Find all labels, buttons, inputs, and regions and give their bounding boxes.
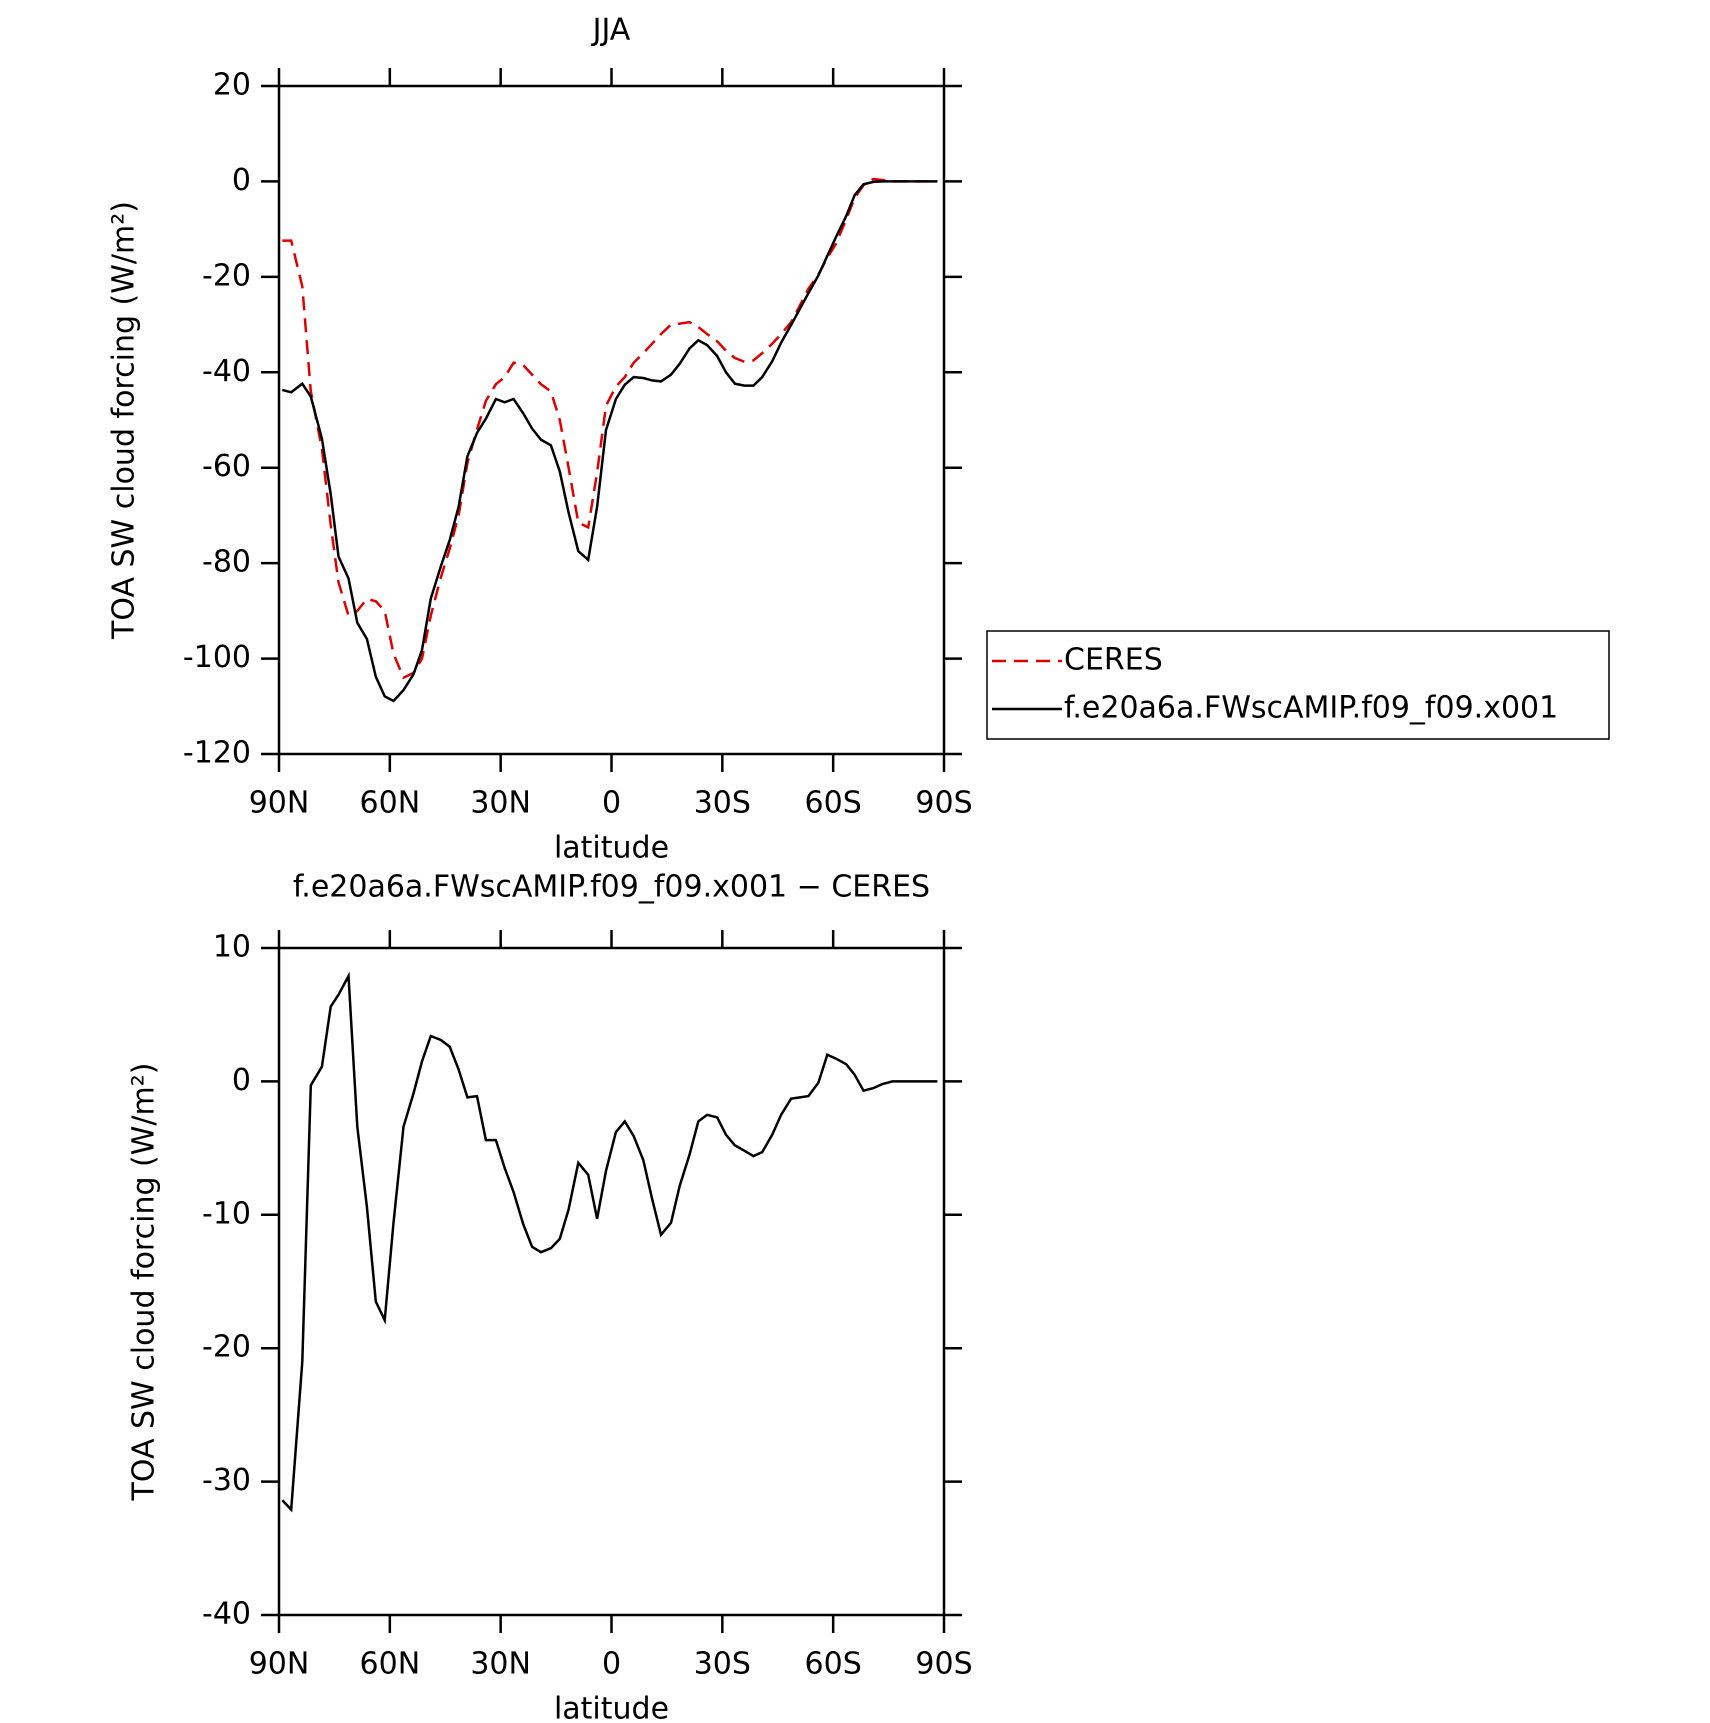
- x-tick-label: 90N: [249, 1647, 310, 1682]
- y-tick-label: -40: [202, 1597, 251, 1632]
- y-tick-label: -10: [202, 1196, 251, 1231]
- plot-frame: [277, 946, 946, 1617]
- x-tick-label: 30N: [470, 786, 531, 821]
- y-tick-label: 20: [213, 68, 251, 103]
- y-tick-label: 0: [232, 1063, 251, 1098]
- y-axis-label: TOA SW cloud forcing (W/m²): [127, 1063, 162, 1502]
- x-tick-label: 60N: [360, 786, 421, 821]
- x-tick-label: 90N: [249, 786, 310, 821]
- x-tick-label: 60N: [360, 1647, 421, 1682]
- data-line: [281, 180, 938, 703]
- chart-title: JJA: [591, 13, 631, 48]
- x-tick-label: 90S: [915, 1647, 972, 1682]
- x-tick-label: 0: [602, 786, 621, 821]
- legend-box: [986, 630, 1610, 740]
- legend-label: f.e20a6a.FWscAMIP.f09_f09.x001: [1064, 691, 1558, 726]
- x-tick-label: 0: [602, 1647, 621, 1682]
- y-axis-label: TOA SW cloud forcing (W/m²): [107, 201, 142, 640]
- y-tick-label: -20: [202, 1330, 251, 1365]
- x-tick-label: 30S: [694, 786, 751, 821]
- chart-title: f.e20a6a.FWscAMIP.f09_f09.x001 − CERES: [293, 870, 930, 905]
- y-tick-label: -60: [202, 449, 251, 484]
- x-axis-label: latitude: [554, 1692, 669, 1723]
- x-tick-label: 60S: [805, 1647, 862, 1682]
- x-tick-label: 60S: [805, 786, 862, 821]
- plot-frame: [277, 84, 946, 756]
- data-line: [282, 177, 938, 680]
- y-tick-label: 0: [232, 163, 251, 198]
- y-tick-label: -80: [202, 545, 251, 580]
- x-tick-label: 30N: [470, 1647, 531, 1682]
- x-tick-label: 30S: [694, 1647, 751, 1682]
- legend-label: CERES: [1064, 643, 1163, 678]
- y-tick-label: -40: [202, 354, 251, 389]
- data-line: [281, 971, 938, 1513]
- y-tick-label: 10: [213, 930, 251, 965]
- y-tick-label: -30: [202, 1463, 251, 1498]
- y-tick-label: -120: [183, 736, 251, 771]
- y-tick-label: -20: [202, 258, 251, 293]
- y-tick-label: -100: [183, 640, 251, 675]
- x-axis-label: latitude: [554, 831, 669, 866]
- x-tick-label: 90S: [915, 786, 972, 821]
